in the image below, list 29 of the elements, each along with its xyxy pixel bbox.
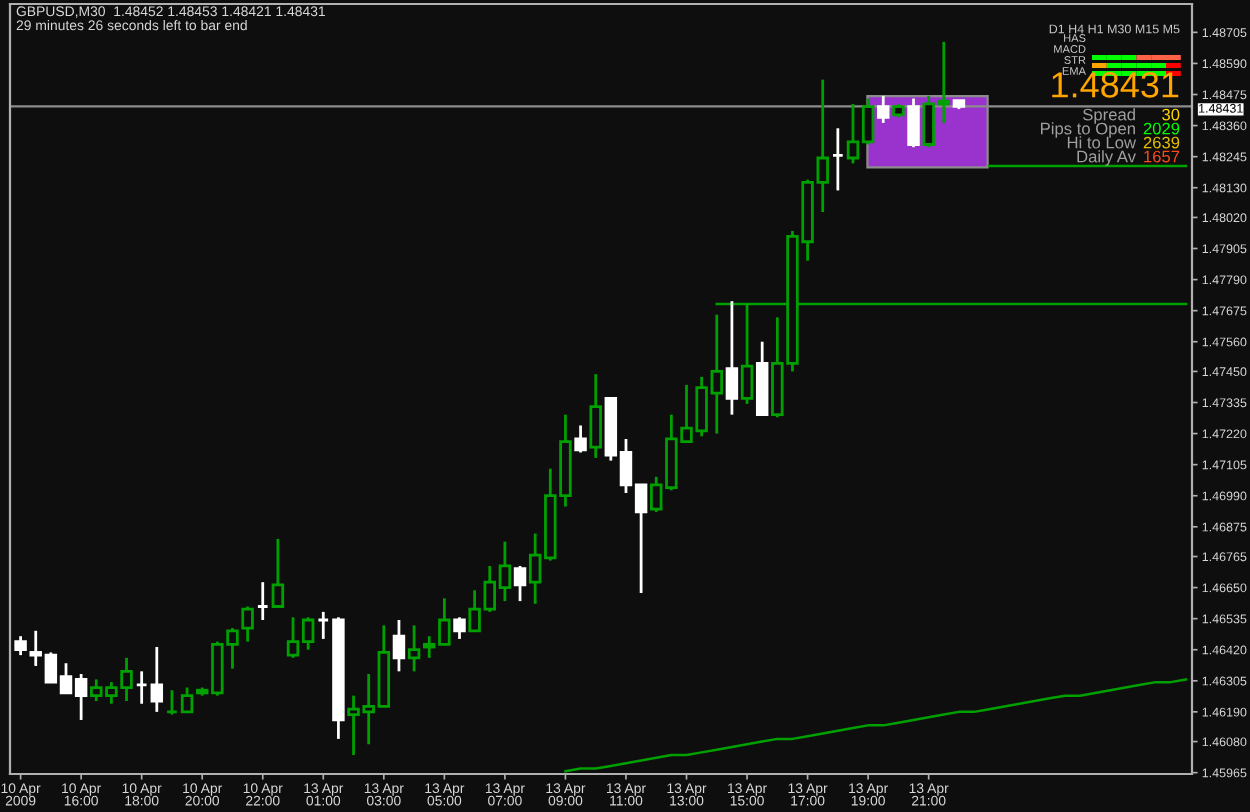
candlestick [574, 424, 587, 454]
candlestick [14, 634, 27, 657]
annotation: 1.48431 [1052, 72, 1179, 98]
annotation: 1657 [1144, 150, 1180, 163]
candlestick [453, 615, 466, 641]
candlestick [725, 299, 739, 417]
candlestick [256, 580, 269, 622]
candlestick [241, 605, 254, 643]
candlestick [180, 686, 194, 714]
candlestick [150, 645, 164, 714]
candlestick [589, 372, 602, 460]
candlestick [407, 624, 421, 673]
annotation: 30 [1162, 108, 1180, 121]
candlestick [317, 610, 330, 641]
candlestick [877, 94, 890, 125]
annotation: 2029 [1143, 122, 1180, 135]
candlestick [907, 97, 920, 149]
candlestick [513, 564, 527, 603]
annotation: Daily Av [1077, 150, 1136, 166]
candlestick [831, 126, 845, 192]
line-series [564, 678, 1188, 773]
candlestick [165, 688, 179, 716]
annotation: 2639 [1143, 136, 1180, 149]
candlestick [135, 669, 148, 706]
annotation: Spread [1083, 108, 1135, 124]
candlestick [271, 537, 285, 608]
annotation: Pips to Open [1041, 122, 1135, 138]
candlestick [392, 618, 406, 673]
annotation: Hi to Low [1067, 136, 1137, 149]
